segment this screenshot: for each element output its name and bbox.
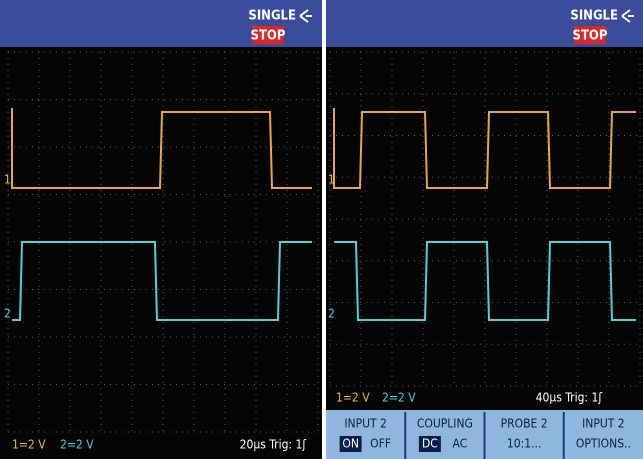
ch1-marker: 1 [4,173,11,187]
softkey-option[interactable]: OFF [370,437,391,451]
ch1-marker: 1 [328,173,335,187]
ch2-scale: 2=2 V [382,391,416,405]
ch2-scale: 2=2 V [60,438,94,452]
screen-left [0,0,322,459]
status-label: STOP [251,29,286,44]
softkey-label: INPUT 2 [582,417,625,431]
softkey-option[interactable]: DC [422,437,438,451]
timebase: 20µs Trig: 1ʃ [240,438,307,452]
status-label: STOP [573,29,608,44]
softkey-option[interactable]: ON [342,437,359,451]
softkey-option[interactable]: AC [453,437,468,451]
softkey-option[interactable]: OPTIONS.. [576,437,631,451]
ch2-marker: 2 [4,307,11,321]
mode-label: SINGLE [570,9,618,24]
ch2-marker: 2 [328,307,335,321]
timebase: 40µs Trig: 1ʃ [536,391,603,405]
softkey-label: COUPLING [417,417,473,431]
ch1-scale: 1=2 V [336,391,370,405]
ch1-scale: 1=2 V [12,438,46,452]
softkey-label: PROBE 2 [501,417,548,431]
softkey-option[interactable]: 10:1... [507,437,542,451]
mode-label: SINGLE [248,9,296,24]
softkey-label: INPUT 2 [344,417,387,431]
scope-screenshot: SINGLE STOP 1 2 1=2 V 2=2 V 20µs Trig: 1… [0,0,643,459]
